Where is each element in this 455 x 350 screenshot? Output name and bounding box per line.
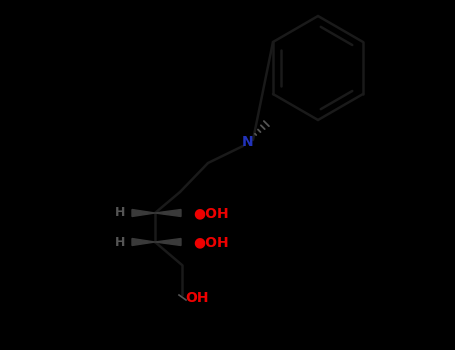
Text: H: H	[115, 236, 125, 248]
Text: ●OH: ●OH	[193, 235, 228, 249]
Text: ●OH: ●OH	[193, 206, 228, 220]
Polygon shape	[132, 238, 155, 245]
Polygon shape	[132, 210, 155, 217]
Text: H: H	[115, 206, 125, 219]
Polygon shape	[155, 238, 181, 245]
Polygon shape	[155, 210, 181, 217]
Text: OH: OH	[185, 291, 208, 305]
Text: N: N	[242, 135, 254, 149]
